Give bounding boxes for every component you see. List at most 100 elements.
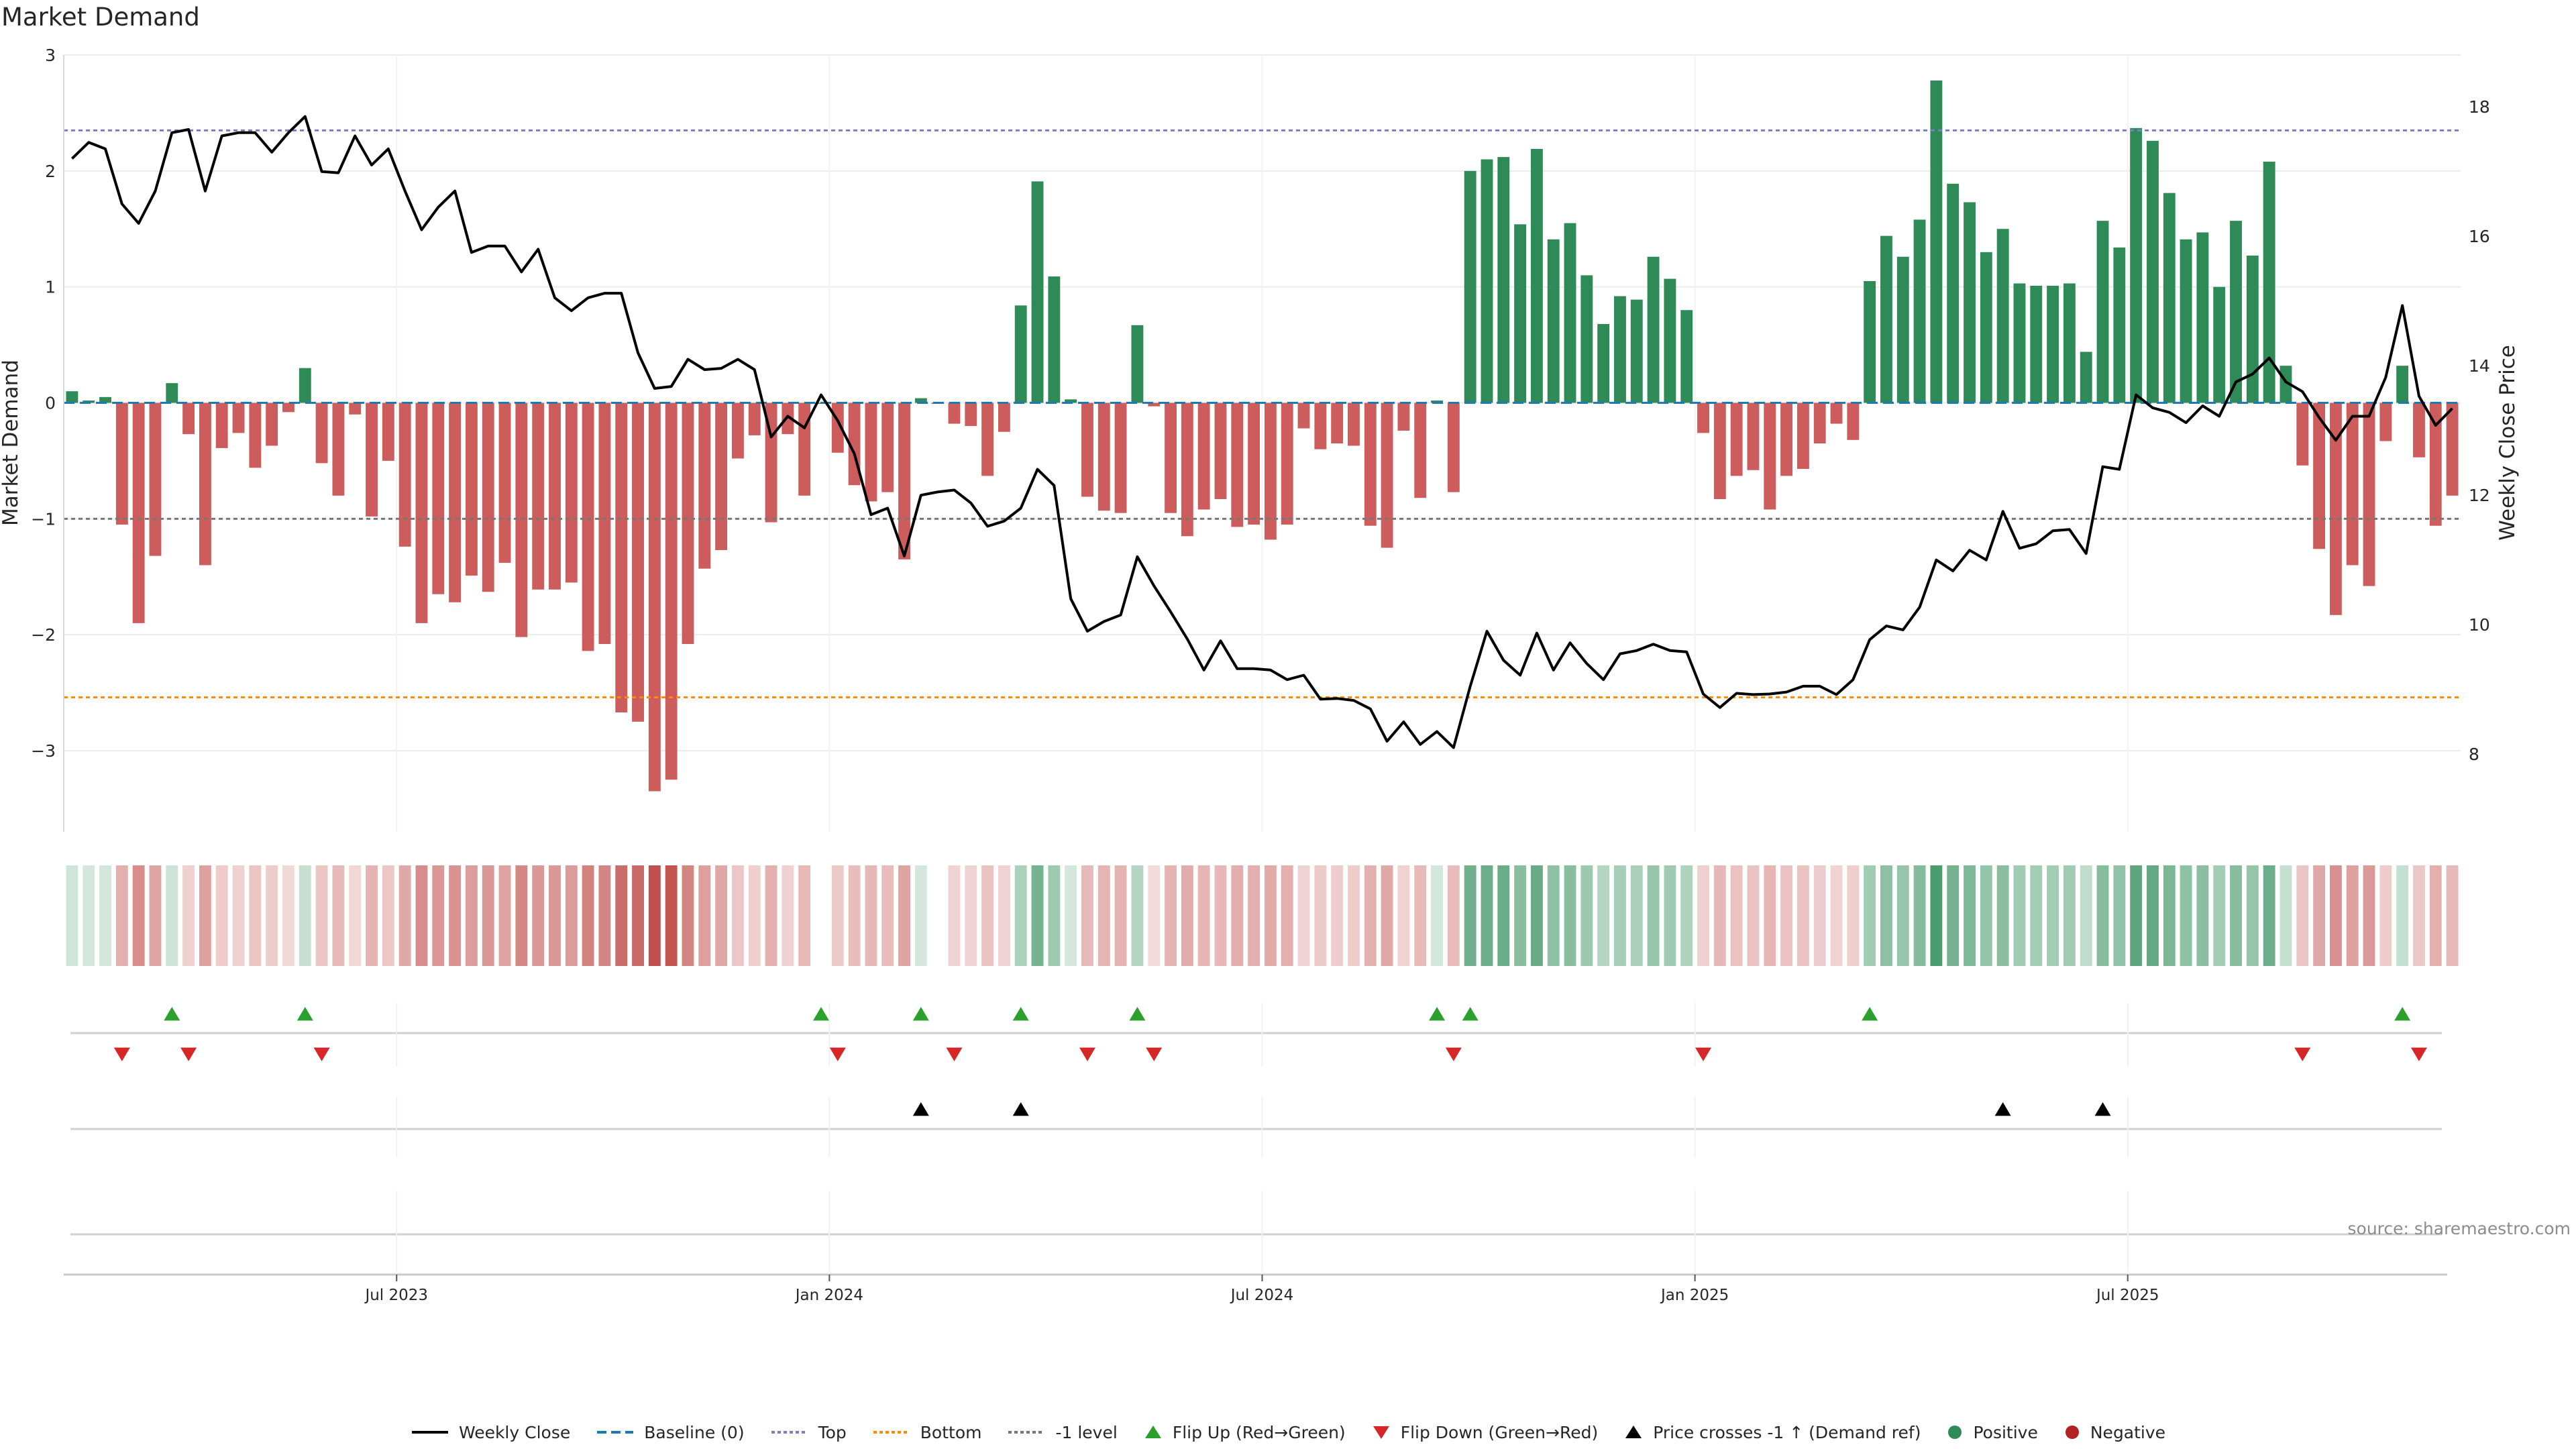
heat-cell: [1597, 865, 1610, 966]
negative-demand-bar: [182, 402, 195, 435]
legend-label: Flip Up (Red→Green): [1172, 1422, 1346, 1442]
legend-label: Baseline (0): [644, 1422, 745, 1442]
heat-cell: [415, 865, 428, 966]
negative-demand-bar: [366, 402, 378, 517]
positive-demand-bar: [2279, 366, 2292, 403]
negative-demand-bar: [2413, 402, 2425, 458]
heat-cell: [648, 865, 661, 966]
chart-title: Market Demand: [1, 3, 200, 32]
y2-tick-label: 14: [2469, 356, 2490, 376]
heat-cell: [598, 865, 611, 966]
price-cross-marker: [2094, 1102, 2111, 1116]
negative-demand-bar: [782, 402, 794, 435]
negative-demand-bar: [315, 402, 328, 464]
flip-up-marker: [2394, 1007, 2411, 1021]
negative-demand-bar: [1148, 402, 1161, 407]
heat-cell: [532, 865, 545, 966]
positive-demand-bar: [1680, 310, 1693, 403]
heat-cell: [1747, 865, 1760, 966]
positive-demand-bar: [1597, 323, 1610, 403]
positive-demand-bar: [1065, 399, 1077, 403]
heat-cell: [2047, 865, 2059, 966]
heat-cell: [1514, 865, 1527, 966]
x-axis: Jul 2023 Jan 2024 Jul 2024 Jan 2025 Jul 2025: [64, 1273, 2447, 1304]
heat-cell: [482, 865, 494, 966]
negative-demand-bar: [1331, 402, 1344, 443]
heat-cell: [1547, 865, 1560, 966]
heat-cell: [2296, 865, 2309, 966]
heat-cell: [1181, 865, 1193, 966]
y2-tick-label: 10: [2469, 615, 2490, 635]
negative-demand-bar: [215, 402, 228, 448]
solid-line-icon: [411, 1426, 449, 1439]
negative-demand-bar: [1165, 402, 1177, 513]
flip-up-marker: [297, 1007, 313, 1021]
legend-item: -1 level: [1007, 1423, 1118, 1442]
positive-demand-bar: [2096, 221, 2109, 403]
legend-item: Flip Up (Red→Green): [1143, 1423, 1346, 1442]
heat-cell: [1131, 865, 1144, 966]
heat-cell: [798, 865, 811, 966]
heat-cell: [1780, 865, 1793, 966]
negative-demand-bar: [1381, 402, 1393, 548]
heat-cell: [1081, 865, 1093, 966]
negative-demand-bar: [1747, 402, 1760, 470]
legend-label: Positive: [1973, 1422, 2038, 1442]
positive-demand-bar: [1497, 157, 1510, 403]
heat-cell: [1248, 865, 1260, 966]
negative-demand-bar: [1713, 402, 1726, 499]
positive-demand-bar: [2163, 193, 2176, 403]
flip-markers-panel: [70, 1003, 2442, 1067]
negative-demand-bar: [1813, 402, 1826, 443]
positive-demand-bar: [2196, 232, 2209, 403]
legend-item: Bottom: [872, 1423, 981, 1442]
positive-demand-bar: [1896, 256, 1909, 403]
negative-demand-bar: [1197, 402, 1210, 510]
flip-up-marker: [1129, 1007, 1146, 1021]
heat-cell: [1148, 865, 1161, 966]
heat-cell: [1348, 865, 1360, 966]
triangle-down-icon: [1371, 1424, 1391, 1441]
positive-demand-bar: [1930, 80, 1943, 403]
negative-demand-bar: [1796, 402, 1809, 470]
flip-down-marker: [1445, 1047, 1462, 1061]
heat-cell: [1048, 865, 1061, 966]
x-tick-label: Jul 2023: [364, 1287, 428, 1304]
heat-cell: [1214, 865, 1227, 966]
negative-demand-bar: [115, 402, 128, 525]
negative-demand-bar: [698, 402, 711, 569]
heat-cell: [2096, 865, 2109, 966]
heat-cell: [1930, 865, 1943, 966]
negative-demand-bar: [748, 402, 761, 435]
negative-demand-bar: [648, 402, 661, 792]
negative-demand-bar: [2346, 402, 2359, 566]
heat-cell: [2446, 865, 2459, 966]
heat-cell: [765, 865, 777, 966]
positive-demand-bar: [99, 396, 111, 403]
negative-demand-bar: [2446, 402, 2459, 496]
heat-cell: [1630, 865, 1643, 966]
heat-cell: [1464, 865, 1477, 966]
negative-demand-bar: [2379, 402, 2392, 441]
empty-panel: [70, 1191, 2442, 1271]
positive-demand-bar: [2180, 239, 2192, 403]
heat-cell: [565, 865, 578, 966]
negative-demand-bar: [1114, 402, 1127, 513]
positive-demand-bar: [914, 398, 927, 403]
heat-cell: [1397, 865, 1410, 966]
heat-cell: [948, 865, 961, 966]
heat-cell: [2263, 865, 2275, 966]
positive-demand-bar: [2047, 285, 2059, 403]
positive-demand-bar: [1564, 223, 1576, 403]
negative-demand-bar: [898, 402, 910, 559]
negative-demand-bar: [865, 402, 877, 502]
heat-cell: [1564, 865, 1576, 966]
negative-demand-bar: [1264, 402, 1277, 540]
heat-cell: [1530, 865, 1543, 966]
heat-cell: [549, 865, 561, 966]
flip-up-marker: [1862, 1007, 1878, 1021]
legend-item: Positive: [1946, 1422, 2038, 1442]
legend-item: Top: [770, 1423, 847, 1442]
positive-demand-bar: [1547, 239, 1560, 403]
positive-demand-bar: [1031, 181, 1044, 403]
